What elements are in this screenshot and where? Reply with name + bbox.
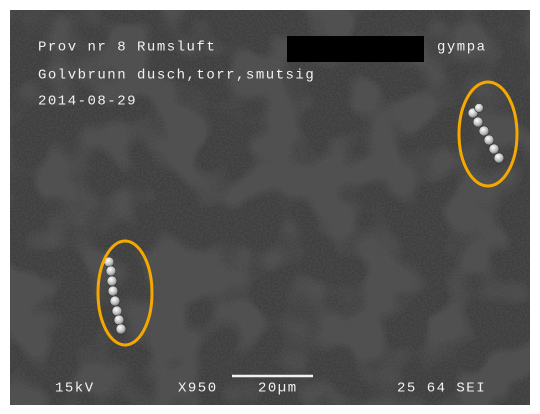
bead — [472, 116, 484, 128]
shadow — [10, 10, 530, 405]
bead — [474, 103, 484, 113]
micrograph — [10, 10, 530, 405]
caption-date: 2014-08-29 — [38, 94, 137, 110]
voltage: 15kV — [55, 381, 95, 397]
bead-chain-left — [103, 256, 127, 335]
bead-chain-right — [467, 103, 505, 164]
highlight-ellipse — [457, 80, 519, 188]
magnification: X950 — [178, 381, 218, 397]
bead — [483, 134, 495, 146]
bead — [113, 314, 125, 326]
highlight-ellipse — [96, 239, 154, 347]
bead — [493, 152, 505, 164]
bead — [488, 143, 500, 155]
caption-line: Prov nr 8 Rumsluft — [38, 40, 216, 56]
scale-label: 20µm — [258, 381, 298, 397]
bead — [105, 265, 117, 277]
caption-line-end: gympa — [437, 40, 487, 56]
bead — [107, 285, 119, 297]
caption-line: Golvbrunn dusch,torr,smutsig — [38, 68, 315, 84]
bead — [115, 323, 127, 335]
bead — [109, 295, 121, 307]
redaction — [287, 36, 424, 62]
bead — [111, 305, 123, 317]
bead — [106, 275, 118, 287]
bead — [478, 125, 490, 137]
instrument-label: 25 64 SEI — [397, 381, 486, 397]
